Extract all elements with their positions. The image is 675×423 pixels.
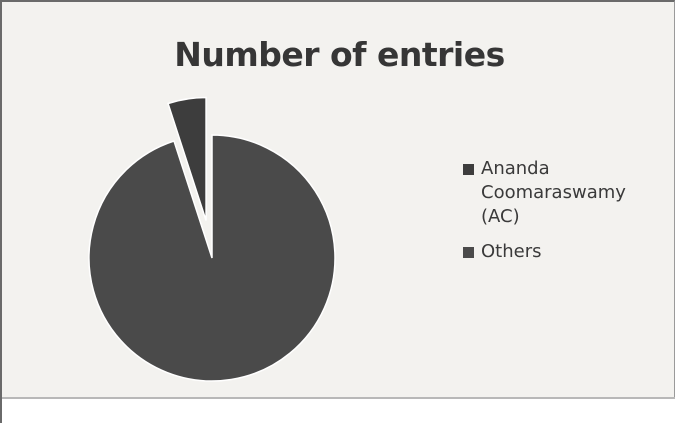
legend-item-ac: Ananda Coomaraswamy (AC) bbox=[463, 157, 673, 229]
legend-label-ac: Ananda Coomaraswamy (AC) bbox=[481, 158, 626, 227]
chart-legend: Ananda Coomaraswamy (AC) Others bbox=[463, 157, 673, 275]
legend-swatch-others bbox=[463, 247, 474, 258]
legend-item-others: Others bbox=[463, 240, 673, 264]
pie-slice-others bbox=[88, 134, 336, 382]
frame-bottom-strip bbox=[2, 397, 675, 423]
legend-label-others: Others bbox=[481, 241, 542, 262]
pie-chart bbox=[88, 96, 336, 382]
legend-swatch-ac bbox=[463, 164, 474, 175]
pie-slice-ac bbox=[167, 96, 207, 221]
chart-title: Number of entries bbox=[174, 35, 505, 74]
